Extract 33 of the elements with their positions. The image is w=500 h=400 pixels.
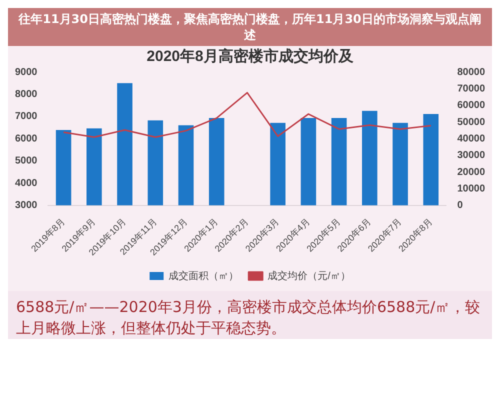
- y2-tick-label: 30000: [457, 150, 486, 162]
- bar: [148, 120, 164, 206]
- bar: [178, 125, 194, 206]
- legend-label: 成交均价（元/㎡）: [268, 270, 350, 282]
- bar: [300, 118, 316, 206]
- y2-tick-label: 10000: [457, 183, 486, 194]
- bar: [331, 118, 347, 206]
- y2-tick-label: 0: [457, 200, 464, 212]
- bar: [270, 122, 286, 206]
- chart-title: 2020年8月高密楼市成交均价及: [146, 47, 354, 66]
- y-tick-label: 8000: [14, 88, 38, 100]
- bar: [117, 83, 132, 206]
- y2-tick-label: 80000: [457, 66, 486, 78]
- bar: [392, 122, 408, 206]
- y-tick-label: 5000: [14, 156, 38, 167]
- y2-tick-label: 70000: [457, 83, 486, 94]
- y2-tick-label: 60000: [457, 100, 486, 112]
- bar: [423, 114, 439, 206]
- bar: [56, 130, 72, 206]
- text: 6588元/㎡——2020年3月份，高密楼市成交总体均价6588元/㎡，较上月略微上涨，但整体仍处于平稳态势。: [15, 297, 482, 339]
- bar: [86, 128, 102, 206]
- y-tick-label: 3000: [14, 200, 38, 212]
- bar: [208, 118, 224, 206]
- y2-tick-label: 50000: [457, 116, 486, 128]
- y2-tick-label: 40000: [457, 133, 486, 144]
- legend-label: 成交面积（㎡）: [168, 270, 239, 282]
- text: 往年11月30日高密热门楼盘，聚焦高密热门楼盘，历年11月30日的市场洞察与观点阐述: [8, 8, 492, 46]
- y2-tick-label: 20000: [457, 166, 486, 178]
- y-tick-label: 4000: [14, 178, 38, 189]
- y-tick-label: 7000: [14, 111, 38, 122]
- y-tick-label: 9000: [14, 66, 38, 78]
- y-tick-label: 6000: [14, 133, 38, 144]
- bar: [362, 110, 378, 206]
